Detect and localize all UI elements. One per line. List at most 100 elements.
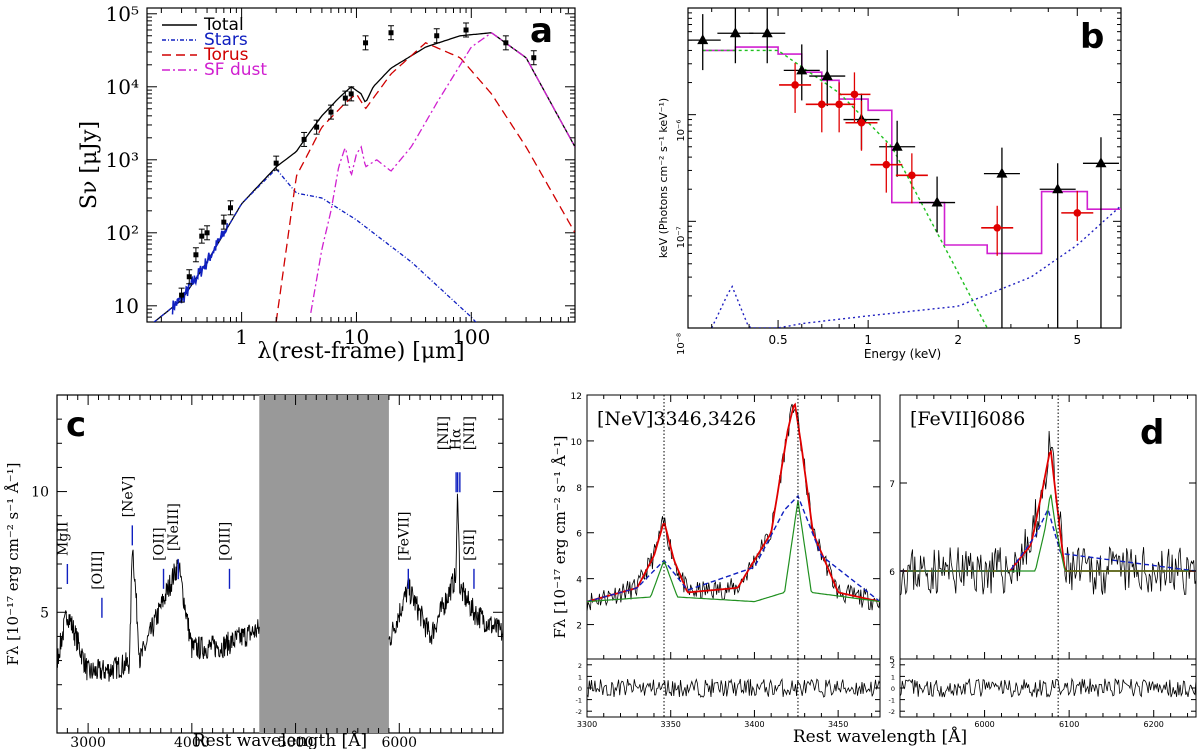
panel-d2-res-ytick-label: 2	[891, 662, 895, 670]
panel-d2-plot: 5 6 7 6000 6100 6200 2 1 0 -1 -2 [FeVII]6086	[889, 395, 1197, 729]
panel-a-ytick-label: 10⁵	[106, 2, 139, 26]
panel-d1-residuals	[586, 677, 881, 698]
panel-b-red-point	[835, 100, 843, 109]
panel-d2-ytick-label: 7	[889, 480, 895, 490]
panel-b-model-blue	[711, 205, 1121, 328]
panel-d1-series	[587, 402, 880, 612]
panel-a-data-point	[199, 233, 205, 239]
panel-a-data-point	[204, 230, 210, 236]
panel-c-ylabel: Fλ [10⁻¹⁷ erg cm⁻² s⁻¹ Å⁻¹]	[4, 462, 22, 665]
panel-b-red-point	[1073, 209, 1082, 217]
panel-a-series-torus	[275, 42, 575, 322]
panel-d2-fit-broad-component	[900, 507, 1196, 572]
panel-a-data-point	[348, 91, 354, 97]
panel-a-ytick-label: 10⁴	[106, 75, 139, 99]
panel-a-data-point	[531, 55, 537, 61]
panel-b-red-point	[882, 160, 891, 169]
panel-a-data-point	[434, 33, 440, 39]
panel-a-data-point	[503, 40, 509, 46]
panel-c-spectrum	[57, 549, 260, 682]
panel-d1-ytick-label: 10	[571, 438, 583, 448]
panel-d1-ylabel: Fλ [10⁻¹⁷ erg cm⁻² s⁻¹ Å⁻¹]	[551, 435, 569, 638]
panel-d1-xtick-label: 3450	[828, 720, 848, 729]
panel-b-series	[688, 8, 1121, 328]
panel-a-data-point	[342, 95, 348, 101]
panel-a-data-point	[301, 136, 307, 142]
panel-d1-res-ytick-label: -2	[576, 708, 582, 716]
panel-b-red-point	[850, 90, 859, 99]
panel-a-data-point	[388, 30, 394, 36]
panel-a-data-point	[463, 27, 469, 33]
panel-d1-ytick-label: 8	[576, 484, 582, 494]
panel-d1-xtick-label: 3400	[744, 720, 764, 729]
panel-c-masked-region	[259, 395, 389, 733]
panel-b-black-point	[761, 27, 773, 38]
panel-c-line-label: [NII]	[462, 416, 478, 450]
panel-a-data-point	[363, 40, 369, 46]
panel-d-xlabel: Rest wavelength [Å]	[793, 726, 967, 747]
panel-d2-res-ytick-label: 1	[891, 673, 895, 681]
panel-a-legend-label: Stars	[204, 30, 248, 50]
panel-d1-ytick-label: 4	[576, 576, 582, 586]
panel-b-black-point	[729, 27, 741, 38]
panel-b-model-green	[702, 49, 988, 328]
panel-d1-frame	[586, 394, 881, 660]
panel-d2-xtick-label: 6200	[1144, 720, 1164, 729]
panel-b-plot: 0.5 1 2 5 10⁻⁸ 10⁻⁷ 10⁻⁶ Energy (keV) keV (Photo…	[657, 8, 1122, 361]
panel-b-black-point	[1052, 183, 1064, 194]
panel-a-data-point	[186, 274, 192, 280]
panel-a-series-sf-dust	[310, 32, 575, 314]
panel-b-black-point	[821, 70, 833, 81]
panel-c-xtick-label: 4000	[174, 735, 210, 749]
panel-b-red-point	[817, 100, 826, 109]
panel-d1-res-ytick-label: 2	[578, 662, 582, 670]
panel-d2-xtick-label: 6100	[1059, 720, 1079, 729]
panel-b-red-point	[908, 171, 916, 180]
panel-d2-res-ytick-label: -2	[889, 708, 895, 716]
panel-b-ylabel: keV (Photons cm⁻² s⁻¹ keV⁻¹)	[657, 98, 670, 258]
panel-b-red-point	[791, 81, 799, 89]
panel-a-legend-label: SF dust	[204, 60, 267, 80]
panel-c-letter: c	[66, 405, 86, 445]
panel-c-ytick-label: 5	[40, 605, 49, 621]
panel-c-xtick-label: 6000	[381, 735, 417, 749]
panel-c-series	[57, 395, 503, 733]
panel-d2-residual-frame	[899, 658, 1197, 718]
panel-d2-xtick-label: 6000	[974, 720, 994, 729]
panel-d1-fit-narrow-component	[587, 500, 880, 603]
panel-c-xtick-label: 5000	[278, 735, 314, 749]
panel-d1-res-ytick-label: -1	[576, 697, 582, 705]
panel-a-data-point	[221, 219, 227, 225]
panel-b-letter: b	[1080, 17, 1104, 57]
panel-d2-residuals	[899, 677, 1197, 698]
panel-d2-res-ytick-label: 0	[891, 685, 895, 693]
panel-a-letter: a	[530, 11, 553, 51]
panel-b-ytick-label: 10⁻⁷	[676, 226, 687, 248]
panel-d1-fit-broad-component	[587, 494, 880, 603]
panel-d1-spectrum	[587, 403, 880, 612]
panel-b-ytick-label: 10⁻⁶	[676, 120, 687, 142]
panel-c-line-label: [OII]	[152, 527, 168, 560]
panel-b-xtick-label: 1	[864, 333, 872, 347]
panel-d2-fit-narrow-component	[900, 494, 1196, 572]
panel-b-model-magenta	[702, 46, 1121, 255]
panel-d1-fit-total-fit	[587, 402, 880, 603]
panel-b-black-point	[697, 34, 709, 45]
panel-d2-title: [FeVII]6086	[910, 408, 1025, 430]
panel-c-xlabel: Rest wavelength [Å]	[193, 730, 367, 749]
panel-c-line-label: MgII	[55, 522, 71, 556]
panel-d1	[586, 394, 881, 718]
panel-b-black-point	[891, 140, 903, 151]
panel-c-xtick-label: 3000	[70, 735, 106, 749]
panel-d2-res-ytick-label: -1	[889, 697, 895, 705]
panel-a-xtick-label: 10	[344, 325, 369, 349]
panel-a-data-point	[227, 205, 233, 211]
panel-d1-ytick-label: 2	[576, 622, 582, 632]
panel-d1-res-ytick-label: 0	[578, 685, 582, 693]
panel-b-xtick-label: 5	[1073, 333, 1081, 347]
panel-d2-ytick-label: 5	[889, 656, 895, 666]
panel-a-data-point	[328, 109, 334, 115]
panel-a-plot: 1 10 100 10 10² 10³ 10⁴ 10⁵ λ(rest-frame) [μm] Sν…	[77, 2, 576, 364]
